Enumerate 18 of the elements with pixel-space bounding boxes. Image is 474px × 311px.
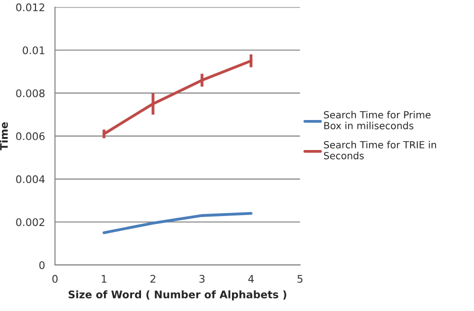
legend-label: Search Time for Prime Box in miliseconds bbox=[324, 110, 431, 130]
y-tick-label: 0.006 bbox=[16, 132, 45, 140]
x-tick-label: 3 bbox=[200, 274, 204, 283]
line-series bbox=[102, 212, 252, 234]
y-tick-label: 0 bbox=[39, 261, 45, 270]
y-tick-label: 0.008 bbox=[16, 89, 45, 98]
y-tick-label: 0.002 bbox=[16, 218, 44, 226]
x-tick-label: 1 bbox=[102, 275, 106, 283]
x-tick-label: 0 bbox=[52, 274, 58, 283]
y-tick-label: 0.004 bbox=[16, 175, 45, 184]
legend-label: Search Time for TRIE in Seconds bbox=[324, 140, 436, 160]
x-tick-label: 2 bbox=[150, 274, 156, 283]
y-axis-title: Time bbox=[0, 122, 8, 150]
x-tick-label: 5 bbox=[298, 275, 302, 283]
x-axis-title: Size of Word ( Number of Alphabets ) bbox=[68, 290, 286, 300]
y-tick-label: 0.01 bbox=[22, 46, 44, 54]
y-tick-label: 0.012 bbox=[16, 3, 44, 12]
x-tick-label: 4 bbox=[248, 275, 254, 283]
